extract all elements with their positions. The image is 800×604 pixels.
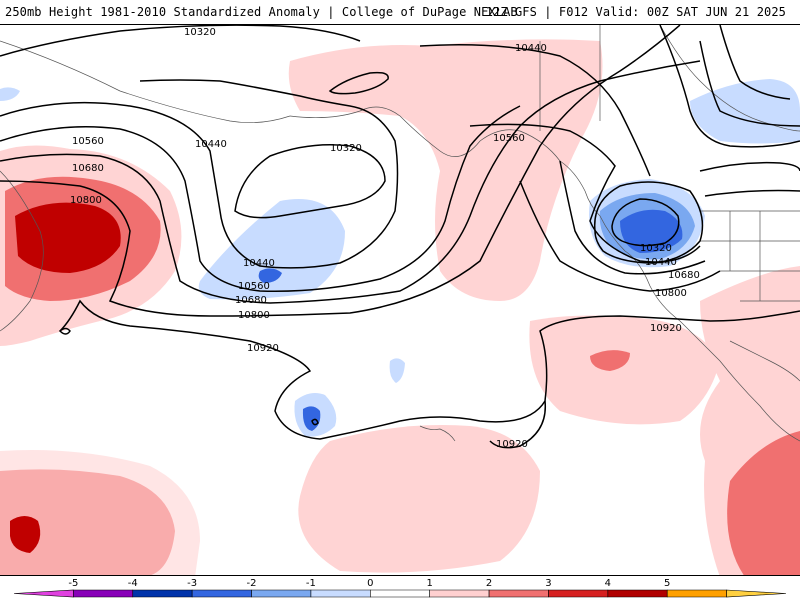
colorbar: -5 -4 -3 -2 -1 0 1 2 3 4 5 bbox=[0, 576, 800, 600]
colorbar-tick-label: -1 bbox=[306, 578, 316, 589]
anomaly-positive-alaska bbox=[288, 39, 603, 301]
colorbar-segment bbox=[13, 589, 74, 598]
colorbar-tick-label: -4 bbox=[128, 578, 138, 589]
anomaly-negative-hudson bbox=[690, 79, 800, 144]
colorbar-segment bbox=[370, 589, 430, 598]
anomaly-positive-east-pacific bbox=[529, 315, 720, 425]
colorbar-segment bbox=[726, 589, 787, 598]
colorbar-segment bbox=[607, 589, 668, 598]
contour-label: 10320 bbox=[330, 143, 362, 154]
map-header: 250mb Height 1981-2010 Standardized Anom… bbox=[0, 0, 800, 24]
coastlines bbox=[0, 25, 800, 442]
anomaly-shading bbox=[0, 39, 800, 575]
colorbar-tick-label: -2 bbox=[247, 578, 257, 589]
contour-label: 10920 bbox=[650, 323, 682, 334]
colorbar-segment bbox=[429, 589, 490, 598]
colorbar-tick-label: -5 bbox=[68, 578, 78, 589]
anomaly-map: 10320 10440 10560 10680 10800 10440 1032… bbox=[0, 25, 800, 575]
contour-label: 10800 bbox=[655, 288, 687, 299]
contour-label: 10440 bbox=[243, 258, 275, 269]
height-contours bbox=[0, 25, 800, 449]
contour-label: 10680 bbox=[668, 270, 700, 281]
contour-label: 10920 bbox=[247, 343, 279, 354]
contour-label: 10560 bbox=[238, 281, 270, 292]
colorbar-bar bbox=[13, 589, 787, 598]
contour-label: 10800 bbox=[70, 195, 102, 206]
map-title: 250mb Height 1981-2010 Standardized Anom… bbox=[5, 5, 518, 19]
colorbar-ticks: -5 -4 -3 -2 -1 0 1 2 3 4 5 bbox=[68, 578, 670, 589]
colorbar-tick-label: 2 bbox=[486, 578, 492, 589]
contour-label: 10680 bbox=[72, 163, 104, 174]
contour-label: 10560 bbox=[493, 133, 525, 144]
map-panel: 10320 10440 10560 10680 10800 10440 1032… bbox=[0, 24, 800, 576]
anomaly-negative-bering bbox=[198, 199, 345, 300]
contour-label: 10320 bbox=[640, 243, 672, 254]
anomaly-negative-small bbox=[389, 358, 405, 383]
colorbar-segment bbox=[73, 589, 134, 598]
contour-label: 10560 bbox=[72, 136, 104, 147]
colorbar-segment bbox=[191, 589, 252, 598]
anomaly-positive-nw-max bbox=[15, 202, 121, 273]
anomaly-negative-nw-small bbox=[0, 87, 20, 101]
colorbar-segment bbox=[251, 589, 312, 598]
anomaly-positive-sw-border bbox=[0, 450, 200, 575]
contour-label: 10800 bbox=[238, 310, 270, 321]
anomaly-negative-bering-core bbox=[258, 268, 282, 283]
contour-label: 10440 bbox=[515, 43, 547, 54]
colorbar-tick-label: 0 bbox=[367, 578, 373, 589]
anomaly-positive-se-core bbox=[727, 431, 800, 575]
colorbar-segment bbox=[132, 589, 193, 598]
colorbar-tick-label: -3 bbox=[187, 578, 197, 589]
contour-label: 10680 bbox=[235, 295, 267, 306]
colorbar-tick-label: 1 bbox=[427, 578, 433, 589]
colorbar-segment bbox=[548, 589, 609, 598]
contour-label: 10440 bbox=[645, 257, 677, 268]
colorbar-tick-label: 5 bbox=[664, 578, 670, 589]
colorbar-segment bbox=[488, 589, 549, 598]
colorbar-segment bbox=[310, 589, 371, 598]
anomaly-positive-east-pacific-core bbox=[590, 350, 630, 371]
model-valid-time: 12Z GFS | F012 Valid: 00Z SAT JUN 21 202… bbox=[485, 5, 786, 19]
colorbar-svg: -5 -4 -3 -2 -1 0 1 2 3 4 5 bbox=[13, 578, 787, 598]
contour-labels: 10320 10440 10560 10680 10800 10440 1032… bbox=[70, 27, 700, 450]
contour-label: 10920 bbox=[496, 439, 528, 450]
colorbar-segment bbox=[666, 589, 727, 598]
contour-label: 10440 bbox=[195, 139, 227, 150]
contour-label: 10320 bbox=[184, 27, 216, 38]
colorbar-tick-label: 4 bbox=[605, 578, 611, 589]
colorbar-tick-label: 3 bbox=[545, 578, 551, 589]
anomaly-positive-central bbox=[298, 425, 540, 573]
anomaly-positive-sw-max bbox=[10, 516, 41, 553]
